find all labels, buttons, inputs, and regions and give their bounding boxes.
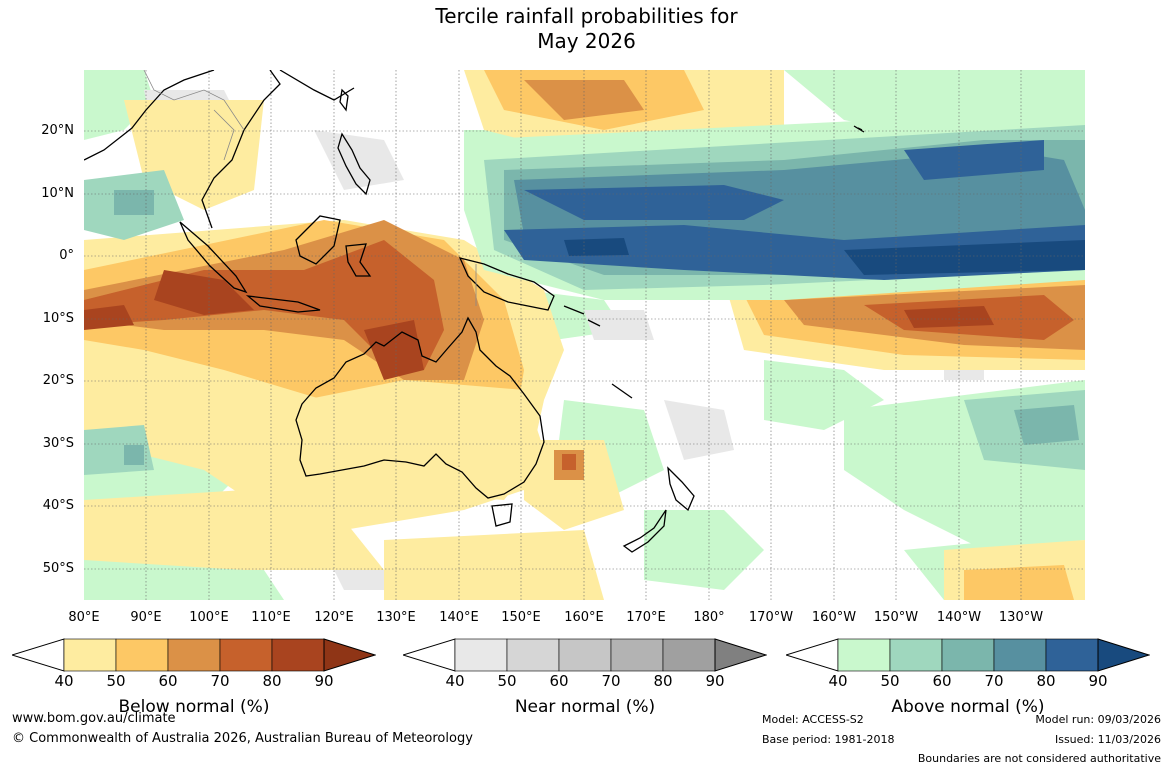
lat-label-40s: 40°S [42, 498, 74, 513]
lon-label-170w: 170°W [748, 610, 794, 625]
rainfall-probability-map [84, 70, 1085, 600]
lat-label-30s: 30°S [42, 436, 74, 451]
lon-label-150w: 150°W [873, 610, 919, 625]
lat-label-10s: 10°S [42, 311, 74, 326]
lon-label-100e: 100°E [189, 610, 229, 625]
footer-model-run: Model run: 09/03/2026 [1035, 713, 1161, 726]
colorbar-below-title: Below normal (%) [118, 697, 270, 717]
lon-label-180: 180° [693, 610, 725, 625]
colorbar-above-tick-50: 50 [880, 672, 900, 690]
map-svg [84, 70, 1085, 600]
map-title: Tercile rainfall probabilities for May 2… [0, 4, 1173, 54]
footer-base-period: Base period: 1981-2018 [762, 733, 895, 746]
lon-label-120e: 120°E [314, 610, 354, 625]
footer-issued: Issued: 11/03/2026 [1054, 733, 1161, 746]
solomon-islands-coastline [563, 305, 601, 327]
colorbar-below-tick-60: 60 [158, 672, 178, 690]
colorbar-below-tick-40: 40 [54, 672, 74, 690]
above-normal-areas [84, 110, 1085, 475]
lat-label-50s: 50°S [42, 561, 74, 576]
colorbar-above-normal [786, 638, 1150, 672]
lat-label-10n: 10°N [41, 186, 74, 201]
colorbar-near-title: Near normal (%) [514, 697, 656, 717]
colorbar-near-tick-70: 70 [601, 672, 621, 690]
lat-label-0: 0° [59, 248, 74, 263]
colorbar-below-tick-80: 80 [262, 672, 282, 690]
taiwan-coastline [339, 88, 349, 112]
country-borders [143, 70, 477, 306]
lon-label-140e: 140°E [439, 610, 479, 625]
coastlines [84, 70, 865, 553]
philippines-coastline [337, 132, 371, 196]
new-guinea-coastline [458, 257, 555, 311]
tasmania-coastline [491, 503, 513, 527]
colorbar-near-tick-50: 50 [497, 672, 517, 690]
lon-label-160e: 160°E [564, 610, 604, 625]
colorbar-below-normal [12, 638, 376, 672]
map-title-line2: May 2026 [537, 29, 636, 53]
lon-label-130w: 130°W [998, 610, 1044, 625]
lon-label-90e: 90°E [130, 610, 162, 625]
lon-label-160w: 160°W [811, 610, 857, 625]
map-title-line1: Tercile rainfall probabilities for [435, 4, 738, 28]
lon-label-110e: 110°E [251, 610, 291, 625]
new-caledonia-coastline [611, 383, 633, 399]
colorbar-near-tick-90: 90 [705, 672, 725, 690]
colorbar-above-tick-40: 40 [828, 672, 848, 690]
footer-website: www.bom.gov.au/climate [12, 711, 176, 726]
australia-coastline [295, 316, 545, 499]
colorbar-above-tick-70: 70 [984, 672, 1004, 690]
sumatra-coastline [179, 221, 248, 294]
colorbar-below-tick-50: 50 [106, 672, 126, 690]
java-coastline [245, 295, 321, 313]
colorbar-near-normal [403, 638, 767, 672]
lon-label-80e: 80°E [68, 610, 100, 625]
lon-label-150e: 150°E [501, 610, 541, 625]
colorbar-near-tick-60: 60 [549, 672, 569, 690]
lat-label-20n: 20°N [41, 123, 74, 138]
new-zealand-south-coastline [622, 509, 667, 553]
footer-model: Model: ACCESS-S2 [762, 713, 864, 726]
colorbar-above-tick-80: 80 [1036, 672, 1056, 690]
colorbar-near-tick-80: 80 [653, 672, 673, 690]
footer-copyright: © Commonwealth of Australia 2026, Austra… [12, 731, 473, 746]
lat-label-20s: 20°S [42, 373, 74, 388]
lon-label-140w: 140°W [936, 610, 982, 625]
lon-label-170e: 170°E [626, 610, 666, 625]
new-zealand-north-coastline [667, 466, 695, 512]
colorbar-near-tick-40: 40 [445, 672, 465, 690]
colorbar-below-tick-70: 70 [210, 672, 230, 690]
footer-disclaimer: Boundaries are not considered authoritat… [917, 752, 1161, 765]
lon-label-130e: 130°E [376, 610, 416, 625]
sulawesi-coastline [345, 243, 372, 277]
hawaii-coastline [853, 125, 865, 133]
colorbar-above-title: Above normal (%) [891, 697, 1045, 717]
borneo-coastline [295, 215, 341, 265]
colorbar-above-tick-60: 60 [932, 672, 952, 690]
graticule [84, 70, 1085, 600]
mainland-asia-coastline [84, 70, 355, 229]
colorbar-above-tick-90: 90 [1088, 672, 1108, 690]
colorbar-below-tick-90: 90 [314, 672, 334, 690]
